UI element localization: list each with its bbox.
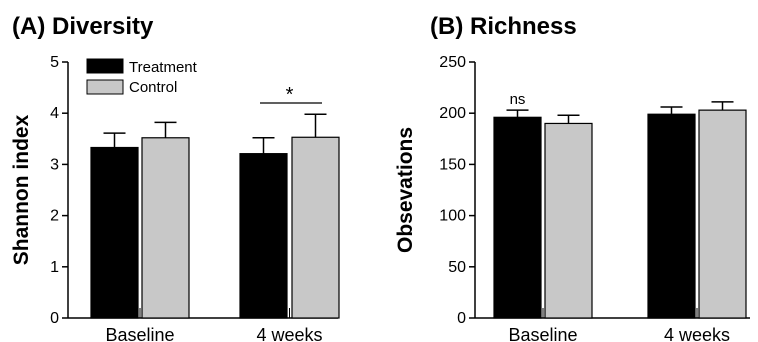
y-tick-label: 50 [448,259,466,276]
legend-swatch-control [86,79,124,95]
bar-control-4-weeks [698,109,747,319]
x-category-label: 4 weeks [256,325,322,342]
y-tick-label: 0 [50,310,59,327]
y-tick-label: 150 [439,156,466,173]
diversity-y-axis-label: Shannon index [10,114,33,265]
richness-panel: (B) Richness Obsevations 0 50 100 150 200 250… [394,13,750,342]
legend-swatch-treatment [86,58,124,74]
diversity-title: (A) Diversity [12,13,154,40]
y-tick-label: 250 [439,54,466,71]
x-category-label: Baseline [105,325,174,342]
richness-bars [493,101,747,319]
richness-y-axis-label: Obsevations [394,127,417,253]
bar-control-baseline [141,137,190,319]
bar-treatment-4-weeks [647,113,696,319]
y-tick-label: 100 [439,208,466,225]
legend-label-treatment: Treatment [129,59,198,76]
y-tick-label: 2 [50,208,59,225]
richness-title: (B) Richness [430,13,577,40]
diversity-panel: (A) Diversity Shannon index 0 1 2 3 4 5 Basel… [10,13,340,342]
y-tick-label: 4 [50,105,59,122]
bar-control-baseline [544,122,593,319]
bar-treatment-4-weeks [239,153,288,319]
richness-labels: Baseline 4 weeks [508,325,730,342]
bar-treatment-baseline [493,116,542,319]
x-category-label: Baseline [508,325,577,342]
diversity-bars [90,113,340,319]
significance-star: * [286,84,294,106]
diversity-annotations: * [260,84,322,106]
bar-control-4-weeks [291,136,340,319]
richness-annotations: ns [510,91,526,108]
y-tick-label: 0 [457,310,466,327]
bar-treatment-baseline [90,146,139,319]
y-tick-label: 1 [50,259,59,276]
y-tick-label: 200 [439,105,466,122]
significance-ns: ns [510,91,526,108]
y-tick-label: 3 [50,156,59,173]
y-tick-label: 5 [50,54,59,71]
legend-label-control: Control [129,79,177,96]
diversity-labels: Baseline 4 weeks [105,325,322,342]
x-category-label: 4 weeks [664,325,730,342]
diversity-legend: Treatment Control [86,58,198,96]
